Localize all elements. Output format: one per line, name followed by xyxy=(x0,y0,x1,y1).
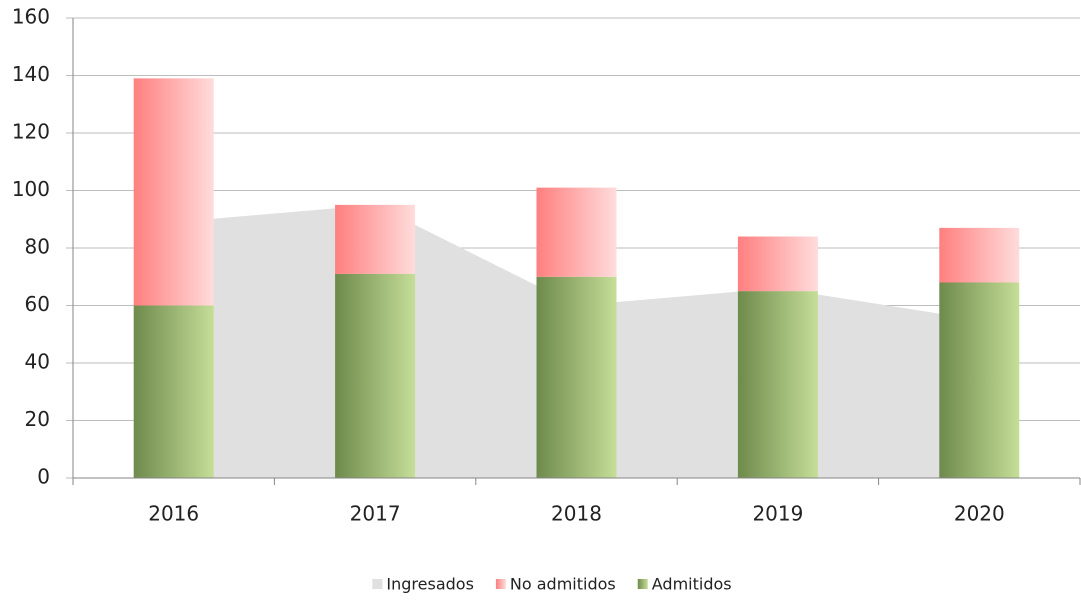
y-tick-label: 160 xyxy=(12,5,50,29)
x-tick-label: 2019 xyxy=(752,502,803,526)
legend-swatch xyxy=(637,579,648,589)
y-tick-label: 100 xyxy=(12,177,50,201)
bar xyxy=(133,78,214,306)
x-tick-label: 2016 xyxy=(148,502,199,526)
legend-swatch xyxy=(495,579,506,589)
bar xyxy=(939,227,1020,283)
bar xyxy=(737,291,818,478)
bar xyxy=(939,282,1020,478)
y-tick-label: 80 xyxy=(25,235,50,259)
y-tick-label: 0 xyxy=(37,465,50,489)
y-tick-label: 20 xyxy=(25,407,50,431)
legend-label: No admitidos xyxy=(510,575,616,594)
legend: Ingresados No admitidos Admitidos xyxy=(372,575,732,594)
x-tick-label: 2020 xyxy=(954,502,1005,526)
bar xyxy=(536,276,617,478)
legend-label: Ingresados xyxy=(386,575,474,594)
y-tick-label: 120 xyxy=(12,120,50,144)
bar xyxy=(335,273,416,478)
bar xyxy=(536,187,617,277)
x-tick-label: 2018 xyxy=(551,502,602,526)
bar xyxy=(737,236,818,292)
legend-swatch xyxy=(372,579,383,589)
y-tick-label: 140 xyxy=(12,62,50,86)
y-tick-label: 60 xyxy=(25,292,50,316)
bar xyxy=(335,204,416,274)
legend-label: Admitidos xyxy=(652,575,732,594)
x-tick-label: 2017 xyxy=(350,502,401,526)
y-tick-label: 40 xyxy=(25,350,50,374)
bar xyxy=(133,305,214,478)
